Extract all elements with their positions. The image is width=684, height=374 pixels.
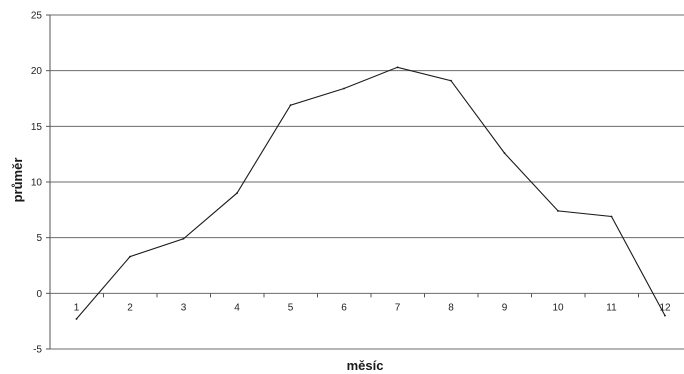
y-axis-title: průměr (10, 158, 25, 203)
x-tick-label: 10 (552, 302, 564, 313)
x-axis-title: měsíc (347, 358, 384, 373)
x-tick-label: 9 (502, 302, 508, 313)
x-tick-label: 11 (606, 302, 617, 313)
data-point (129, 255, 131, 258)
data-point (343, 87, 345, 90)
y-tick-label: 10 (31, 178, 43, 189)
y-tick-label: 20 (31, 66, 43, 77)
y-tick-label: 15 (31, 122, 43, 133)
data-point (75, 318, 78, 320)
x-tick-label: 7 (395, 302, 401, 313)
y-tick-label: -5 (33, 345, 42, 356)
y-tick-label: 0 (36, 289, 42, 300)
x-tick-label: 12 (659, 302, 671, 313)
data-point (289, 104, 292, 107)
x-tick-label: 2 (127, 302, 133, 313)
gridlines (50, 14, 684, 350)
x-tick-label: 1 (74, 302, 80, 313)
data-point (503, 152, 506, 154)
x-tick-label: 4 (234, 302, 240, 313)
series (75, 66, 666, 320)
y-tick-label: 25 (31, 11, 43, 22)
data-point (557, 210, 559, 212)
x-tick-label: 6 (341, 302, 347, 313)
data-point (610, 215, 613, 218)
x-tick-label: 8 (448, 302, 454, 313)
y-tick-labels: -5 0 5 10 15 20 25 (31, 11, 43, 356)
x-tick-labels: 1 2 3 4 5 6 7 8 9 10 11 12 (74, 302, 671, 313)
data-point (450, 79, 452, 82)
x-tick-label: 3 (181, 302, 187, 313)
axes (46, 14, 639, 350)
data-point (396, 66, 399, 69)
y-tick-label: 5 (36, 233, 42, 244)
data-point (182, 237, 185, 240)
data-point (236, 192, 238, 195)
x-tick-label: 5 (288, 302, 294, 313)
series-line (76, 66, 666, 320)
data-point (664, 314, 666, 317)
